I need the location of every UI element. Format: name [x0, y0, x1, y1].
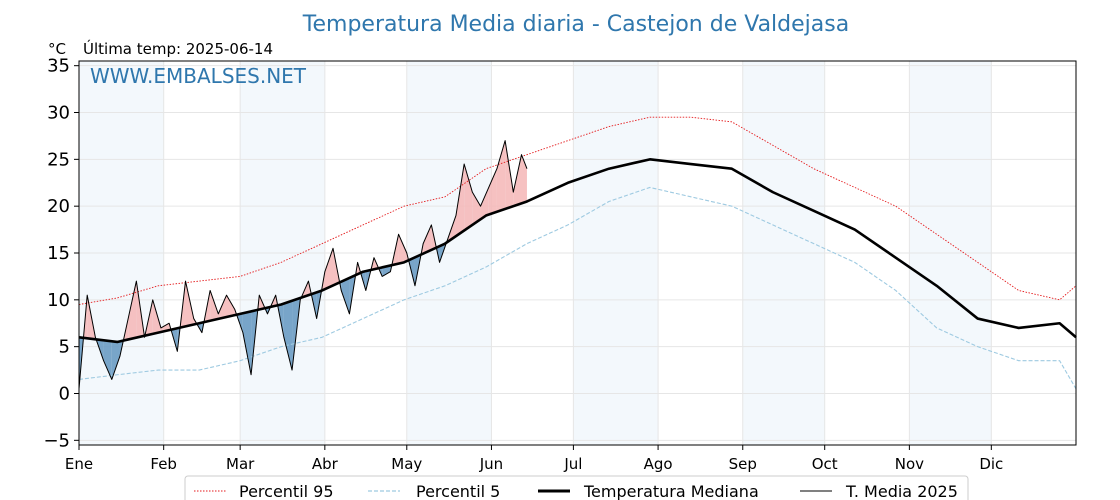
watermark: WWW.EMBALSES.NET: [90, 64, 307, 88]
x-tick-label: Mar: [226, 455, 255, 473]
warm-anomaly-fill: [521, 154, 527, 204]
legend-median-label: Temperatura Mediana: [583, 482, 759, 500]
y-tick-label: −5: [43, 430, 70, 451]
warm-anomaly-fill: [128, 281, 137, 340]
p5-line: [78, 186, 1077, 390]
x-tick-label: Oct: [812, 455, 838, 473]
current-year-line: [78, 140, 528, 389]
median-line: [78, 158, 1077, 344]
y-axis: −5 0 5 10 15 20 25 30 35: [43, 56, 79, 451]
warm-anomaly-fill: [226, 295, 235, 317]
warm-anomaly-fill: [455, 164, 465, 237]
cold-anomaly-fill: [103, 340, 112, 380]
warm-anomaly-fill: [480, 187, 489, 220]
legend: Percentil 95 Percentil 5 Temperatura Med…: [184, 475, 969, 500]
y-tick-label: 20: [47, 196, 70, 217]
x-tick-label: May: [391, 455, 422, 473]
y-tick-label: 35: [47, 56, 70, 77]
y-tick-label: 5: [59, 337, 70, 358]
last-temp-label: Última temp: 2025-06-14: [83, 39, 273, 58]
series-lines: [78, 116, 1077, 390]
y-tick-label: 0: [59, 383, 70, 404]
x-tick-label: Jun: [479, 455, 503, 473]
x-tick-label: Ene: [65, 455, 93, 473]
legend-p5-label: Percentil 5: [416, 482, 500, 500]
warm-anomaly-fill: [496, 140, 506, 212]
y-tick-label: 30: [47, 103, 70, 124]
x-tick-label: Ago: [644, 455, 673, 473]
chart-title: Temperatura Media diaria - Castejon de V…: [302, 12, 849, 37]
warm-anomaly-fill: [488, 168, 497, 215]
x-tick-label: Abr: [312, 455, 339, 473]
x-tick-label: Dic: [979, 455, 1003, 473]
y-tick-label: 15: [47, 243, 70, 264]
warm-anomaly-fill: [505, 140, 514, 209]
p95-line: [78, 116, 1077, 305]
x-axis: Ene Feb Mar Abr May Jun Jul Ago Sep Oct Nov Dic: [65, 445, 1003, 473]
warm-anomaly-fill: [513, 154, 522, 207]
warm-anomaly-fill: [324, 248, 334, 290]
warm-anomaly-fill: [398, 234, 407, 264]
x-tick-label: Sep: [729, 455, 757, 473]
warm-anomaly-fill: [423, 224, 432, 254]
cold-anomaly-fill: [242, 311, 252, 375]
warm-anomaly-fill: [472, 192, 481, 225]
cold-anomaly-fill: [111, 341, 120, 380]
x-tick-label: Feb: [150, 455, 177, 473]
cold-anomaly-fill: [283, 300, 293, 371]
warm-anomaly-fill: [210, 290, 219, 321]
warm-anomaly-fill: [218, 295, 227, 319]
cold-anomaly-fill: [341, 277, 350, 314]
legend-p95-label: Percentil 95: [239, 482, 334, 500]
x-tick-label: Nov: [895, 455, 924, 473]
y-tick-label: 25: [47, 149, 70, 170]
unit-label: °C: [48, 40, 66, 58]
legend-2025-label: T. Media 2025: [845, 482, 958, 500]
y-tick-label: 10: [47, 290, 70, 311]
legend-box: [184, 475, 969, 500]
x-tick-label: Jul: [563, 455, 582, 473]
warm-anomaly-fill: [464, 164, 473, 231]
